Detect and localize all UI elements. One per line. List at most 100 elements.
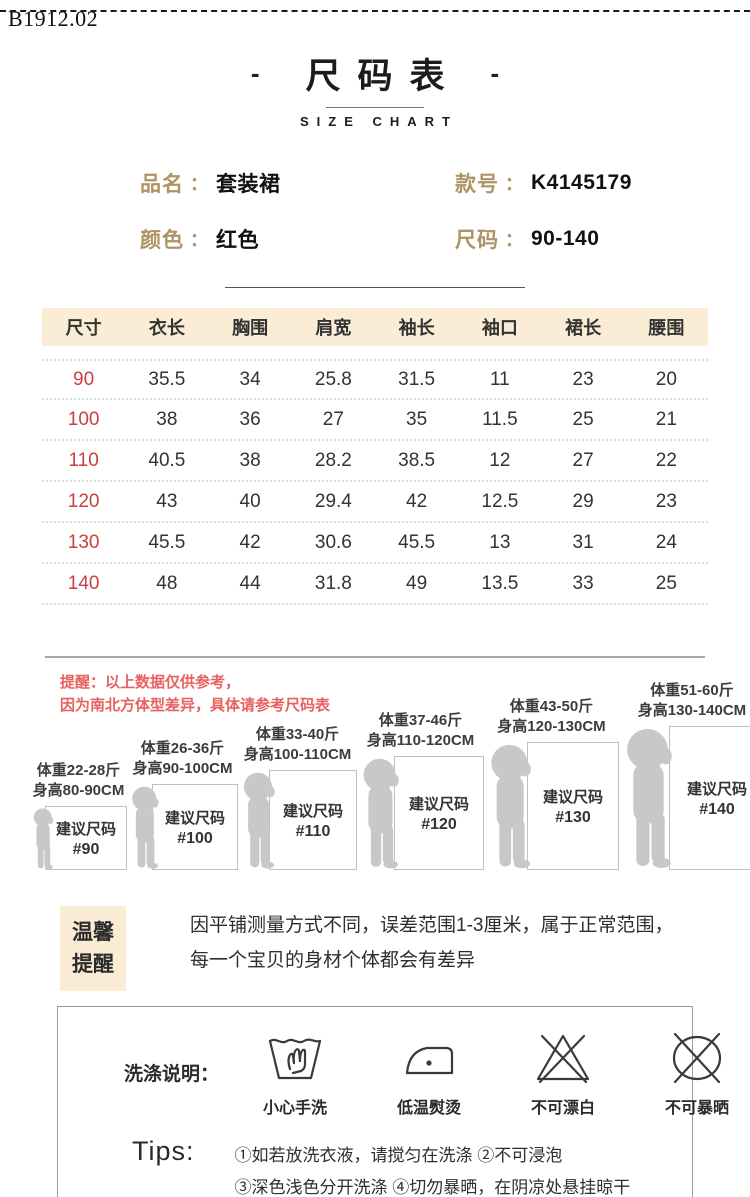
cell-value: 33 xyxy=(572,572,594,594)
colon: ： xyxy=(190,230,208,250)
guide-weight: 体重51-60斤 xyxy=(650,682,734,699)
page-title: - 尺码表 - SIZE CHART xyxy=(0,48,750,129)
cell-value: 42 xyxy=(406,490,428,512)
size-guide-item: 体重43-50斤 身高120-130CM 建议尺码 #130 xyxy=(484,697,619,870)
size-range-label: 尺码 xyxy=(455,229,499,252)
suggested-size-label: 建议尺码 xyxy=(164,809,225,827)
care-caption: 不可暴晒 xyxy=(665,1100,730,1117)
cell-value: 22 xyxy=(655,449,677,471)
size-label: 130 xyxy=(67,531,100,553)
guide-measurements: 体重22-28斤 身高80-90CM xyxy=(33,761,125,800)
cell-value: 25 xyxy=(572,408,594,430)
size-label: 90 xyxy=(73,368,95,390)
color-label: 颜色 xyxy=(140,229,184,252)
table-row: 100 38 36 27 35 11.5 25 21 xyxy=(42,400,708,441)
product-name-field: 品名 ： 套装裙 xyxy=(140,168,455,198)
top-dashed-line xyxy=(0,10,750,12)
column-header: 袖长 xyxy=(398,318,435,338)
cell-value: 49 xyxy=(406,572,428,594)
table-row: 130 45.5 42 30.6 45.5 13 31 24 xyxy=(42,523,708,564)
cell-value: 36 xyxy=(239,408,261,430)
title-underline xyxy=(326,107,424,108)
suggested-size-label: 建议尺码 xyxy=(282,802,343,820)
cell-value: 38.5 xyxy=(398,449,436,471)
guide-measurements: 体重37-46斤 身高110-120CM xyxy=(367,711,475,750)
column-header: 袖口 xyxy=(481,318,518,338)
cell-value: 13.5 xyxy=(481,572,519,594)
care-instructions-box: 洗涤说明： 小心手洗 xyxy=(57,1006,729,1197)
size-guide-item: 体重22-28斤 身高80-90CM 建议尺码 #90 xyxy=(30,761,127,870)
product-info: 品名 ： 套装裙 款号 ： K4145179 颜色 ： 红色 尺码 ： 90-1… xyxy=(140,155,750,267)
warm-notice-badge-line1: 温馨 xyxy=(72,921,114,944)
suggested-size-value: #110 xyxy=(295,822,331,840)
product-name-value: 套装裙 xyxy=(216,173,281,196)
cell-value: 28.2 xyxy=(314,449,352,471)
suggested-size-label: 建议尺码 xyxy=(542,788,603,806)
iron-low-icon xyxy=(405,1046,454,1075)
title-english: SIZE CHART xyxy=(300,114,458,129)
guide-height: 身高80-90CM xyxy=(32,781,125,799)
warm-notice-line1: 因平铺测量方式不同，误差范围1-3厘米，属于正常范围， xyxy=(190,915,674,936)
no-bleach-icon xyxy=(536,1034,590,1084)
cell-value: 45.5 xyxy=(148,531,186,553)
suggested-size-value: #120 xyxy=(421,815,457,833)
care-caption: 小心手洗 xyxy=(263,1100,328,1117)
style-number-label: 款号 xyxy=(455,173,499,196)
warm-notice-text: 因平铺测量方式不同，误差范围1-3厘米，属于正常范围， 每一个宝贝的身材个体都会… xyxy=(190,906,673,978)
reminder-line1: 提醒：以上数据仅供参考， xyxy=(60,674,241,691)
size-range-field: 尺码 ： 90-140 xyxy=(455,224,599,254)
cell-value: 35 xyxy=(406,408,428,430)
size-table: 尺寸 衣长 胸围 肩宽 袖长 袖口 裙长 腰围 90 35.5 34 25.8 31.5 11 23 20 1… xyxy=(42,308,708,605)
title-dash-left: - xyxy=(250,58,260,88)
size-label: 110 xyxy=(68,449,99,471)
suggested-size-value: #90 xyxy=(72,840,100,858)
color-value: 红色 xyxy=(216,229,259,252)
cell-value: 40 xyxy=(239,490,261,512)
guide-weight: 体重26-36斤 xyxy=(140,740,225,757)
guide-measurements: 体重43-50斤 身高120-130CM xyxy=(497,697,605,736)
cell-value: 20 xyxy=(655,368,677,390)
baby-silhouette-icon xyxy=(243,772,275,869)
cell-value: 43 xyxy=(156,490,178,512)
suggested-size-box: 建议尺码 #100 xyxy=(152,784,238,870)
cell-value: 42 xyxy=(239,531,261,553)
cell-value: 40.5 xyxy=(148,449,186,471)
suggested-size-box: 建议尺码 #130 xyxy=(527,742,619,870)
suggested-size-box: 建议尺码 #120 xyxy=(394,756,484,870)
size-guide-item: 体重37-46斤 身高110-120CM 建议尺码 #120 xyxy=(357,711,484,870)
wash-instructions-label: 洗涤说明： xyxy=(124,1064,220,1085)
suggested-size-value: #100 xyxy=(177,829,213,847)
cell-value: 35.5 xyxy=(148,368,186,390)
tips-line1: ①如若放洗衣液，请搅匀在洗涤 ②不可浸泡 xyxy=(234,1146,563,1165)
wash-instructions-row: 洗涤说明： 小心手洗 xyxy=(58,1027,729,1118)
style-number-field: 款号 ： K4145179 xyxy=(455,168,632,198)
cell-value: 44 xyxy=(239,572,261,594)
suggested-size-value: #140 xyxy=(699,800,735,818)
title-chinese: 尺码表 xyxy=(305,57,462,96)
cell-value: 23 xyxy=(572,368,594,390)
title-dash-right: - xyxy=(490,58,500,88)
cell-value: 21 xyxy=(655,408,677,430)
guide-weight: 体重37-46斤 xyxy=(378,712,463,729)
cell-value: 29 xyxy=(572,490,594,512)
suggested-size-box: 建议尺码 #90 xyxy=(45,806,127,870)
baby-silhouette-icon xyxy=(363,758,399,869)
size-label: 120 xyxy=(67,490,100,512)
guide-measurements: 体重51-60斤 身高130-140CM xyxy=(638,681,746,720)
size-guide-item: 体重33-40斤 身高100-110CM 建议尺码 #110 xyxy=(238,725,357,870)
colon: ： xyxy=(190,174,208,194)
cell-value: 25.8 xyxy=(314,368,352,390)
guide-measurements: 体重26-36斤 身高90-100CM xyxy=(132,739,232,778)
cell-value: 30.6 xyxy=(314,531,352,553)
warm-notice-line2: 每一个宝贝的身材个体都会有差异 xyxy=(190,950,476,972)
size-range-value: 90-140 xyxy=(531,227,600,250)
care-item-iron-low: 低温熨烫 xyxy=(387,1027,471,1118)
cell-value: 13 xyxy=(489,531,511,553)
suggested-size-label: 建议尺码 xyxy=(408,795,469,813)
size-label: 140 xyxy=(67,572,100,594)
cell-value: 12.5 xyxy=(481,490,519,512)
size-table-body: 90 35.5 34 25.8 31.5 11 23 20 100 38 36 27 35 11.5 25 2… xyxy=(42,359,708,605)
guide-measurements: 体重33-40斤 身高100-110CM xyxy=(244,725,352,764)
batch-watermark: B1912.02 xyxy=(8,6,99,31)
